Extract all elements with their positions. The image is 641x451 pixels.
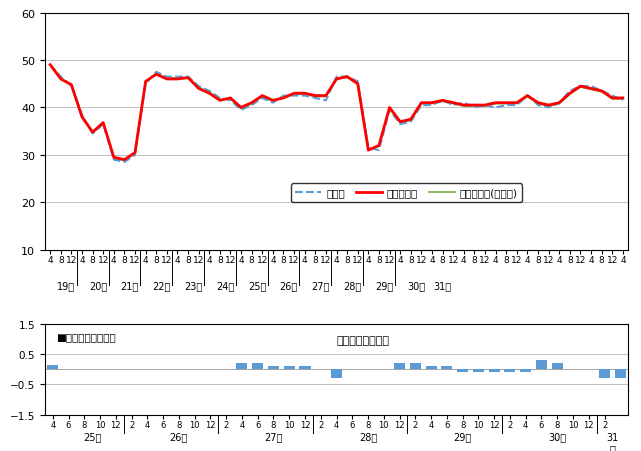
Text: 26年: 26年: [170, 432, 188, 442]
Text: ■新旧差（新－旧）: ■新旧差（新－旧）: [56, 331, 116, 341]
Text: 21年: 21年: [121, 281, 139, 291]
Bar: [268, 366, 279, 369]
Legend: 原系列, 季節調整値, 季節調整値(改訂前): 原系列, 季節調整値, 季節調整値(改訂前): [291, 184, 522, 202]
Text: 20年: 20年: [88, 281, 107, 291]
Bar: [536, 360, 547, 369]
Text: 30年: 30年: [548, 432, 566, 442]
Bar: [47, 365, 58, 369]
Text: 25年: 25年: [248, 281, 266, 291]
Bar: [442, 366, 453, 369]
Text: 30年: 30年: [407, 281, 425, 291]
Bar: [504, 369, 515, 373]
Bar: [331, 369, 342, 378]
Bar: [394, 364, 405, 369]
Bar: [299, 366, 310, 369]
Bar: [284, 366, 295, 369]
Bar: [520, 369, 531, 373]
Text: 31年: 31年: [433, 281, 452, 291]
Bar: [237, 364, 247, 369]
Text: 28年: 28年: [359, 432, 377, 442]
Bar: [473, 369, 484, 373]
Bar: [615, 369, 626, 378]
Text: 25年: 25年: [83, 432, 101, 442]
Bar: [410, 364, 421, 369]
Text: 24年: 24年: [216, 281, 235, 291]
Text: 31
年: 31 年: [606, 432, 619, 451]
Text: 29年: 29年: [375, 281, 394, 291]
Text: 29年: 29年: [454, 432, 472, 442]
Text: 新旧差（新－旧）: 新旧差（新－旧）: [337, 335, 390, 345]
Text: 23年: 23年: [184, 281, 203, 291]
Bar: [488, 369, 500, 373]
Bar: [426, 366, 437, 369]
Bar: [457, 369, 468, 373]
Bar: [599, 369, 610, 378]
Text: 26年: 26年: [279, 281, 298, 291]
Text: 19年: 19年: [57, 281, 75, 291]
Bar: [552, 364, 563, 369]
Text: 28年: 28年: [344, 281, 362, 291]
Bar: [252, 364, 263, 369]
Text: 27年: 27年: [264, 432, 283, 442]
Text: 27年: 27年: [312, 281, 330, 291]
Text: 22年: 22年: [153, 281, 171, 291]
